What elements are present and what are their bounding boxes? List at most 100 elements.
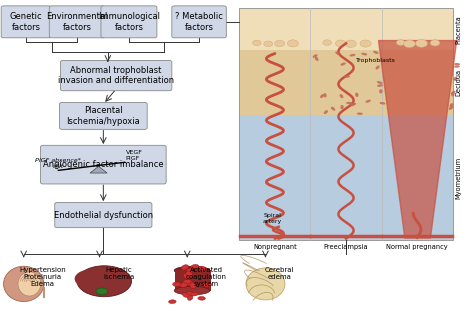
Ellipse shape — [345, 40, 356, 47]
FancyBboxPatch shape — [55, 202, 152, 228]
Text: Immunological
factors: Immunological factors — [98, 12, 160, 32]
Ellipse shape — [96, 288, 108, 295]
Ellipse shape — [203, 283, 212, 287]
Ellipse shape — [186, 271, 192, 277]
Ellipse shape — [264, 41, 273, 47]
Ellipse shape — [350, 103, 356, 107]
Text: Preeclampsia: Preeclampsia — [324, 244, 368, 250]
Text: Hypertension
Proteinuria
Edema: Hypertension Proteinuria Edema — [19, 267, 66, 287]
Ellipse shape — [174, 286, 210, 295]
Ellipse shape — [373, 51, 379, 54]
Ellipse shape — [173, 282, 181, 286]
Text: Environmental
factors: Environmental factors — [46, 12, 108, 32]
Ellipse shape — [198, 296, 205, 300]
Ellipse shape — [451, 91, 456, 94]
Text: Angiogenic factor imbalance: Angiogenic factor imbalance — [43, 160, 164, 169]
FancyBboxPatch shape — [172, 6, 226, 38]
Text: Myometrium: Myometrium — [455, 157, 461, 199]
Ellipse shape — [336, 40, 346, 47]
Ellipse shape — [187, 295, 193, 300]
Ellipse shape — [344, 75, 350, 78]
Text: Normal pregnancy: Normal pregnancy — [386, 244, 448, 250]
Ellipse shape — [360, 40, 371, 47]
Ellipse shape — [349, 54, 356, 56]
Text: Activated
coagulation
system: Activated coagulation system — [186, 267, 227, 287]
Bar — [239, 8, 453, 240]
Ellipse shape — [361, 53, 367, 55]
Text: VEGF
PlGF: VEGF PlGF — [126, 151, 143, 161]
Ellipse shape — [379, 89, 383, 93]
Ellipse shape — [357, 113, 363, 115]
Ellipse shape — [320, 94, 324, 98]
Text: Cerebral
edema: Cerebral edema — [265, 267, 294, 280]
Ellipse shape — [340, 62, 346, 66]
Ellipse shape — [380, 102, 385, 104]
Text: Endothelial dysfunction: Endothelial dysfunction — [54, 211, 153, 219]
Ellipse shape — [449, 103, 453, 107]
Text: Placental
Ischemia/hypoxia: Placental Ischemia/hypoxia — [66, 106, 140, 126]
Ellipse shape — [191, 292, 198, 296]
Ellipse shape — [199, 266, 207, 271]
Ellipse shape — [181, 265, 189, 270]
Bar — [239, 50, 453, 115]
Text: ? Metabolic
factors: ? Metabolic factors — [175, 12, 223, 32]
Ellipse shape — [377, 84, 383, 87]
Ellipse shape — [339, 94, 343, 98]
Ellipse shape — [323, 40, 331, 45]
FancyBboxPatch shape — [101, 6, 157, 38]
FancyBboxPatch shape — [1, 6, 51, 38]
Ellipse shape — [287, 40, 299, 47]
Ellipse shape — [183, 274, 190, 279]
Ellipse shape — [350, 103, 356, 105]
Text: Hepatic
ischemia: Hepatic ischemia — [103, 267, 134, 280]
Ellipse shape — [246, 268, 285, 300]
Bar — [239, 115, 453, 240]
Ellipse shape — [315, 57, 319, 61]
Ellipse shape — [183, 280, 191, 284]
Ellipse shape — [449, 106, 453, 110]
Ellipse shape — [75, 269, 106, 288]
Bar — [175, 270, 211, 291]
Ellipse shape — [186, 280, 192, 286]
Ellipse shape — [396, 40, 405, 45]
Ellipse shape — [451, 92, 455, 96]
Ellipse shape — [186, 292, 193, 295]
Ellipse shape — [430, 40, 440, 46]
Ellipse shape — [335, 51, 340, 55]
Ellipse shape — [375, 66, 380, 70]
Ellipse shape — [274, 40, 285, 47]
Text: Nonpregnant: Nonpregnant — [253, 244, 297, 250]
FancyBboxPatch shape — [61, 60, 172, 91]
Text: Spiral
artery: Spiral artery — [263, 213, 282, 224]
Text: Genetic
factors: Genetic factors — [10, 12, 42, 32]
Ellipse shape — [340, 105, 344, 109]
Ellipse shape — [453, 77, 457, 81]
Ellipse shape — [454, 66, 460, 68]
Ellipse shape — [77, 266, 131, 297]
Ellipse shape — [182, 292, 189, 297]
Ellipse shape — [186, 268, 192, 274]
Ellipse shape — [323, 93, 327, 97]
Ellipse shape — [191, 264, 199, 269]
Ellipse shape — [3, 266, 44, 302]
Ellipse shape — [253, 40, 261, 46]
Polygon shape — [90, 166, 107, 173]
Ellipse shape — [415, 40, 428, 47]
Ellipse shape — [454, 63, 460, 66]
Ellipse shape — [179, 283, 188, 287]
Ellipse shape — [331, 107, 335, 111]
FancyBboxPatch shape — [49, 6, 105, 38]
Ellipse shape — [355, 93, 358, 97]
Text: Trophoblasts: Trophoblasts — [356, 58, 395, 63]
Ellipse shape — [324, 110, 328, 114]
Ellipse shape — [174, 266, 210, 275]
Ellipse shape — [18, 272, 41, 296]
Ellipse shape — [403, 40, 415, 48]
Ellipse shape — [365, 100, 371, 103]
Text: Decidua: Decidua — [455, 69, 461, 96]
Ellipse shape — [190, 283, 196, 289]
Text: Abnormal trophoblast
invasion and differentiation: Abnormal trophoblast invasion and differ… — [58, 66, 174, 85]
Text: Placenta: Placenta — [455, 15, 461, 44]
Bar — [239, 8, 453, 50]
Ellipse shape — [313, 54, 318, 58]
